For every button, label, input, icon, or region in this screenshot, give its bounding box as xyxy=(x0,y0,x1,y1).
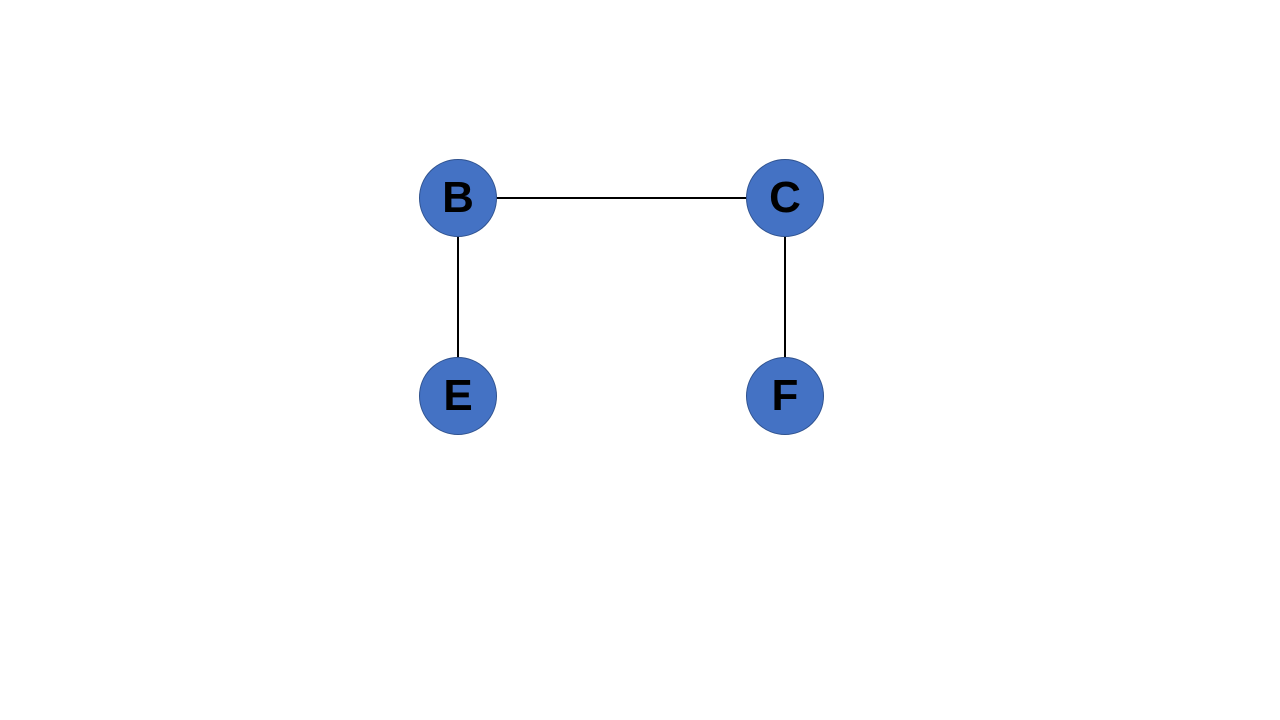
node-label: E xyxy=(443,371,472,421)
node-label: B xyxy=(442,173,474,223)
edges-layer xyxy=(0,0,1280,720)
node-e: E xyxy=(419,357,497,435)
node-b: B xyxy=(419,159,497,237)
node-f: F xyxy=(746,357,824,435)
node-label: F xyxy=(772,371,799,421)
graph-canvas: B C E F xyxy=(0,0,1280,720)
node-c: C xyxy=(746,159,824,237)
node-label: C xyxy=(769,173,801,223)
